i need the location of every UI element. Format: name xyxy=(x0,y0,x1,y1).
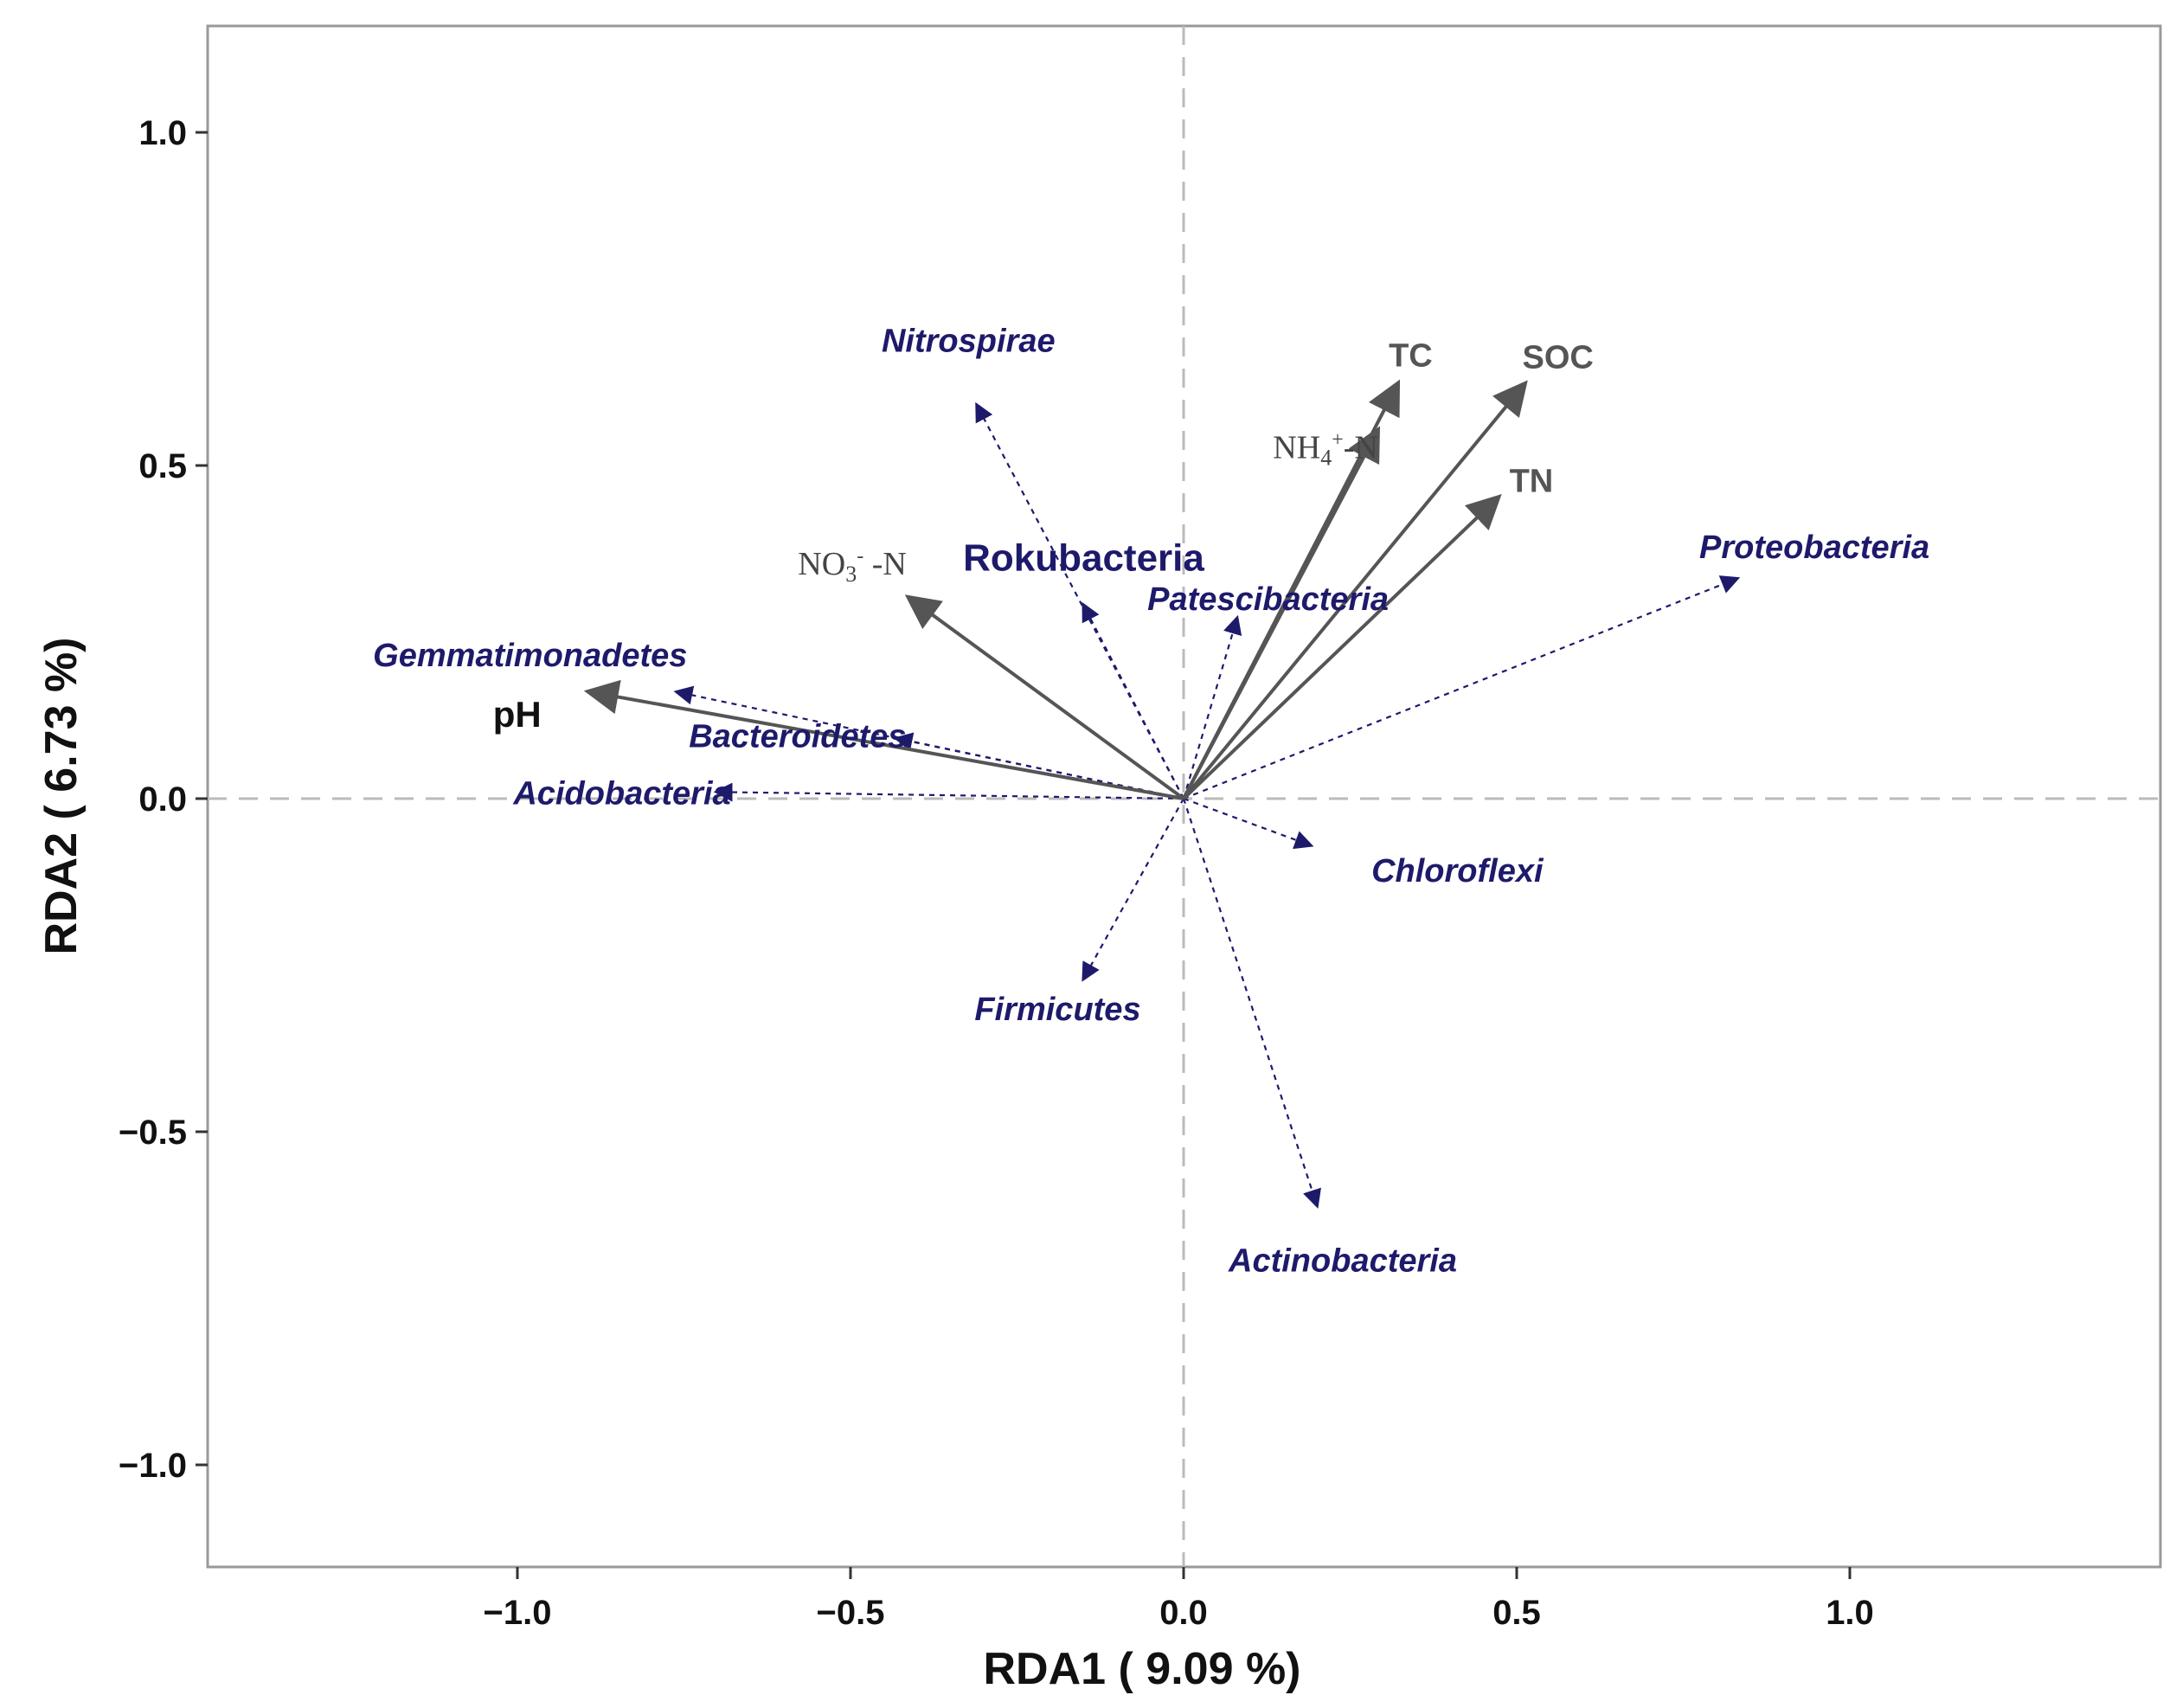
y-axis-ticks: −1.0 −0.5 0.0 0.5 1.0 xyxy=(119,114,208,1485)
x-tick-label: 0.5 xyxy=(1492,1594,1541,1632)
env-label-tc: TC xyxy=(1389,338,1433,375)
species-label-chloroflexi: Chloroflexi xyxy=(1371,853,1544,889)
species-arrow-actinobacteria xyxy=(1182,798,1321,1209)
env-arrow-no3-n xyxy=(904,594,1185,800)
x-tick-label: 0.0 xyxy=(1159,1594,1208,1632)
x-tick-label: 1.0 xyxy=(1826,1594,1874,1632)
species-label-firmicutes: Firmicutes xyxy=(974,992,1140,1028)
species-label-gemmatimonadetes: Gemmatimonadetes xyxy=(373,638,687,674)
environmental-vectors xyxy=(583,379,1528,800)
env-label-soc: SOC xyxy=(1523,340,1594,376)
species-arrow-bacteroidetes xyxy=(893,732,1184,800)
species-arrow-patescibacteria xyxy=(1182,614,1242,799)
species-label-acidobacteria: Acidobacteria xyxy=(512,775,730,812)
env-arrow-tn xyxy=(1182,493,1502,800)
y-tick-label: 0.5 xyxy=(138,447,187,485)
x-axis-ticks: −1.0 −0.5 0.0 0.5 1.0 xyxy=(484,1567,1874,1632)
species-label-patescibacteria: Patescibacteria xyxy=(1147,581,1389,618)
env-label-ph: pH xyxy=(493,694,542,735)
x-tick-label: −1.0 xyxy=(484,1594,552,1632)
species-label-nitrospirae: Nitrospirae xyxy=(882,324,1056,360)
species-label-actinobacteria: Actinobacteria xyxy=(1228,1243,1457,1280)
x-tick-label: −0.5 xyxy=(817,1594,885,1632)
env-label-nh4-n: NH4+-N xyxy=(1273,429,1378,471)
y-axis-title: RDA2 ( 6.73 %) xyxy=(36,638,87,955)
y-tick-label: −1.0 xyxy=(119,1447,187,1485)
y-tick-label: 1.0 xyxy=(138,114,187,152)
species-label-rokubacteria: Rokubacteria xyxy=(963,537,1204,580)
species-label-proteobacteria: Proteobacteria xyxy=(1699,530,1929,566)
y-tick-label: −0.5 xyxy=(119,1114,187,1152)
env-arrow-ph xyxy=(583,679,1184,800)
species-label-bacteroidetes: Bacteroidetes xyxy=(689,719,906,755)
y-tick-label: 0.0 xyxy=(138,780,187,819)
x-axis-title: RDA1 ( 9.09 %) xyxy=(984,1644,1301,1694)
env-label-tn: TN xyxy=(1510,464,1554,500)
species-arrow-chloroflexi xyxy=(1183,797,1314,850)
env-label-no3-n: NO3- -N xyxy=(798,545,907,587)
env-arrow-soc xyxy=(1182,380,1528,800)
species-arrow-acidobacteria xyxy=(713,782,1184,802)
species-vectors xyxy=(673,401,1741,1209)
species-arrow-firmicutes xyxy=(1082,798,1184,982)
env-arrow-nh4-n xyxy=(1182,426,1381,799)
species-arrow-rokubacteria xyxy=(1082,601,1184,799)
vector-labels: TC SOC TN NH4+-N NO3- -N pH Nitrospirae Rokubac… xyxy=(373,324,1929,1280)
